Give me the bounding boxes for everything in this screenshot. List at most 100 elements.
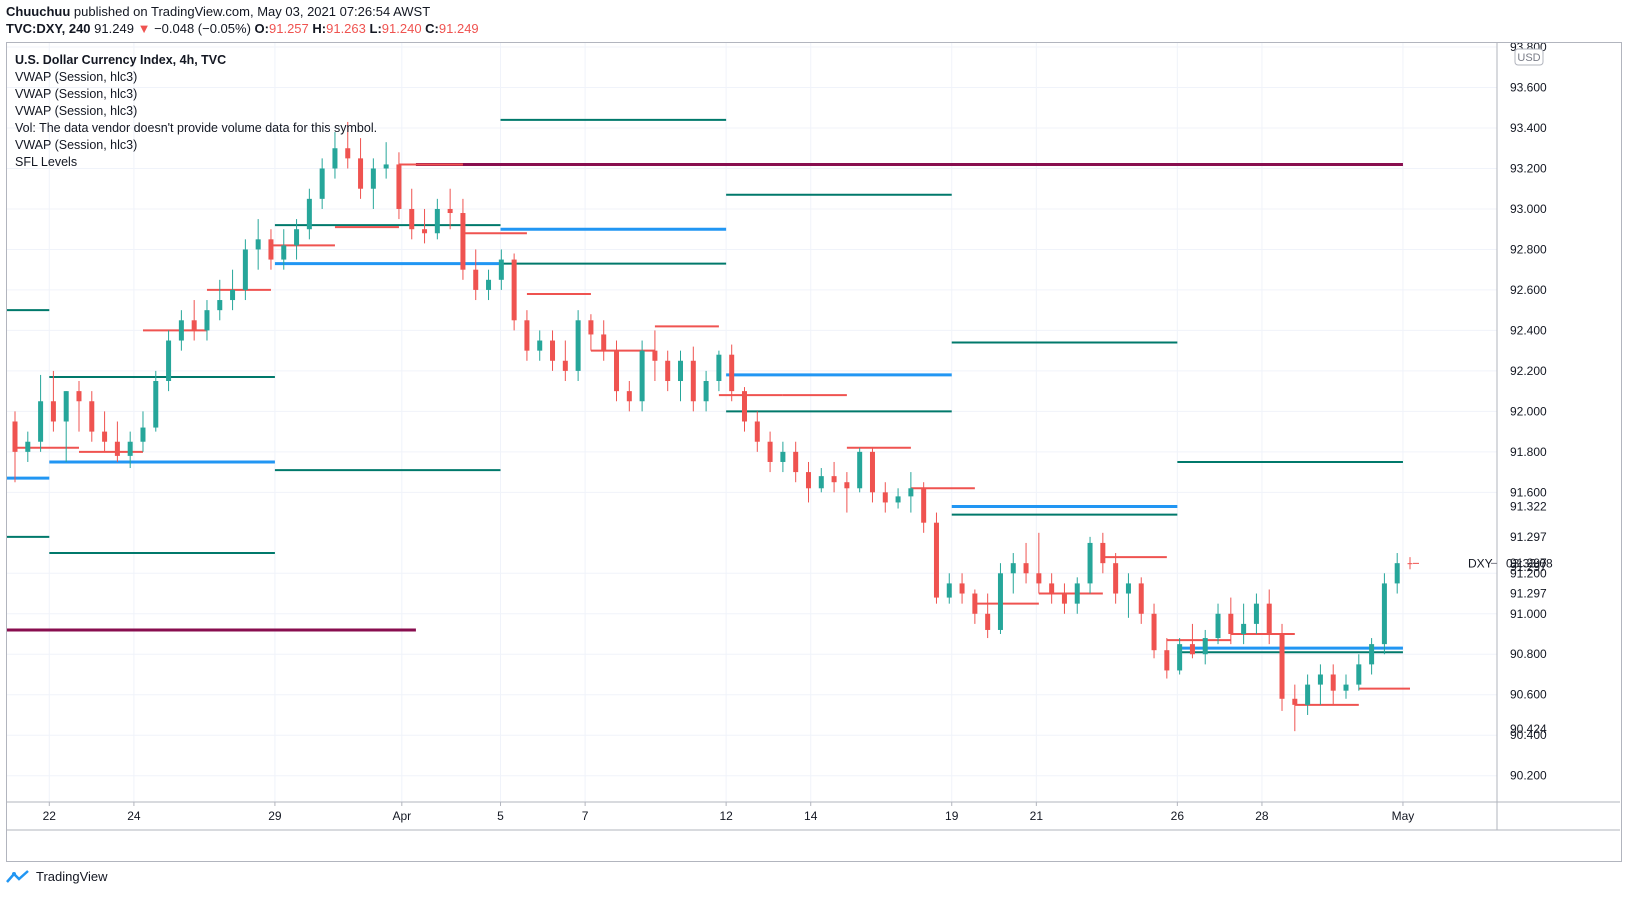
candle-body[interactable] xyxy=(959,583,965,594)
candle-body[interactable] xyxy=(1164,650,1170,671)
candle-body[interactable] xyxy=(1151,613,1157,651)
candle-body[interactable] xyxy=(1369,644,1375,665)
candle-body[interactable] xyxy=(933,522,939,598)
legend-item-vwap[interactable]: VWAP (Session, hlc3) xyxy=(15,104,138,118)
candle-body[interactable] xyxy=(114,441,120,456)
candle-body[interactable] xyxy=(345,148,351,159)
candle-body[interactable] xyxy=(665,360,671,382)
candle-body[interactable] xyxy=(716,354,722,382)
candle-body[interactable] xyxy=(1330,674,1336,691)
candle-body[interactable] xyxy=(434,208,440,234)
candle-body[interactable] xyxy=(1228,613,1234,635)
candle-body[interactable] xyxy=(422,229,428,234)
candle-body[interactable] xyxy=(1253,603,1259,624)
candle-body[interactable] xyxy=(1394,563,1400,584)
candle-body[interactable] xyxy=(729,354,735,392)
candle-body[interactable] xyxy=(1023,563,1029,574)
candle-body[interactable] xyxy=(25,441,31,452)
candle-body[interactable] xyxy=(1202,638,1208,655)
candle-body[interactable] xyxy=(1125,583,1131,594)
candle-body[interactable] xyxy=(447,208,453,214)
legend-item-volume[interactable]: Vol: The data vendor doesn't provide vol… xyxy=(15,121,378,135)
candle-body[interactable] xyxy=(332,148,338,169)
candle-body[interactable] xyxy=(1100,542,1106,564)
candle-body[interactable] xyxy=(127,441,133,456)
legend-item-vwap[interactable]: VWAP (Session, hlc3) xyxy=(15,87,138,101)
candle-body[interactable] xyxy=(831,476,837,483)
candle-body[interactable] xyxy=(972,593,978,614)
candle-body[interactable] xyxy=(793,451,799,473)
candle-body[interactable] xyxy=(1049,583,1055,594)
candle-body[interactable] xyxy=(1074,583,1080,604)
candle-body[interactable] xyxy=(562,360,568,371)
candle-body[interactable] xyxy=(178,320,184,341)
candle-body[interactable] xyxy=(255,239,261,250)
legend-item-vwap[interactable]: VWAP (Session, hlc3) xyxy=(15,70,138,84)
candle-body[interactable] xyxy=(1087,542,1093,584)
candle-body[interactable] xyxy=(409,208,415,230)
candle-body[interactable] xyxy=(1010,563,1016,574)
candle-body[interactable] xyxy=(754,421,760,442)
candle-body[interactable] xyxy=(1305,684,1311,705)
candle-body[interactable] xyxy=(805,472,811,489)
candle-body[interactable] xyxy=(486,279,492,290)
candle-body[interactable] xyxy=(268,239,274,260)
candle-body[interactable] xyxy=(217,300,223,311)
candle-body[interactable] xyxy=(601,334,607,351)
candle-body[interactable] xyxy=(844,482,850,489)
candle-body[interactable] xyxy=(319,168,325,199)
candle-body[interactable] xyxy=(626,391,632,402)
candle-body[interactable] xyxy=(575,320,581,371)
candle-body[interactable] xyxy=(818,476,824,489)
candle-body[interactable] xyxy=(614,350,620,392)
candle-body[interactable] xyxy=(140,427,146,442)
candle-body[interactable] xyxy=(102,431,108,442)
candle-body[interactable] xyxy=(63,391,69,422)
currency-badge[interactable] xyxy=(1514,48,1544,66)
candle-body[interactable] xyxy=(1113,563,1119,594)
candle-body[interactable] xyxy=(1292,698,1298,705)
candle-body[interactable] xyxy=(550,340,556,361)
candle-body[interactable] xyxy=(153,381,159,428)
candle-body[interactable] xyxy=(537,340,543,351)
candle-body[interactable] xyxy=(473,269,479,290)
candle-body[interactable] xyxy=(1189,644,1195,655)
candle-body[interactable] xyxy=(281,245,287,260)
candle-body[interactable] xyxy=(1138,583,1144,614)
footer-brand[interactable]: TradingView xyxy=(6,869,108,884)
candle-body[interactable] xyxy=(204,310,210,331)
candle-body[interactable] xyxy=(639,350,645,402)
candle-body[interactable] xyxy=(869,451,875,493)
candle-body[interactable] xyxy=(588,320,594,335)
candle-body[interactable] xyxy=(1266,603,1272,635)
candle-body[interactable] xyxy=(1279,634,1285,699)
candle-body[interactable] xyxy=(908,488,914,497)
candle-body[interactable] xyxy=(985,613,991,630)
candle-body[interactable] xyxy=(12,421,18,452)
candle-body[interactable] xyxy=(50,401,56,422)
candle-body[interactable] xyxy=(89,401,95,432)
candle-body[interactable] xyxy=(166,340,172,382)
candle-body[interactable] xyxy=(294,229,300,246)
candle-body[interactable] xyxy=(997,573,1003,630)
candle-body[interactable] xyxy=(703,381,709,402)
candle-body[interactable] xyxy=(882,492,888,503)
candle-body[interactable] xyxy=(370,168,376,189)
candle-body[interactable] xyxy=(511,259,517,321)
candle-body[interactable] xyxy=(191,320,197,331)
candle-body[interactable] xyxy=(230,289,236,301)
legend-item-sfl-levels[interactable]: SFL Levels xyxy=(15,155,78,169)
candle-body[interactable] xyxy=(946,583,952,598)
candle-body[interactable] xyxy=(1241,623,1247,635)
candle-body[interactable] xyxy=(1215,613,1221,639)
candle-body[interactable] xyxy=(652,350,658,361)
candle-body[interactable] xyxy=(242,249,248,290)
candle-body[interactable] xyxy=(1177,644,1183,671)
candle-body[interactable] xyxy=(767,441,773,462)
candle-body[interactable] xyxy=(1317,674,1323,685)
candle-body[interactable] xyxy=(1407,563,1413,565)
candle-body[interactable] xyxy=(460,213,466,270)
candle-body[interactable] xyxy=(1356,664,1362,685)
candle-body[interactable] xyxy=(396,164,402,209)
